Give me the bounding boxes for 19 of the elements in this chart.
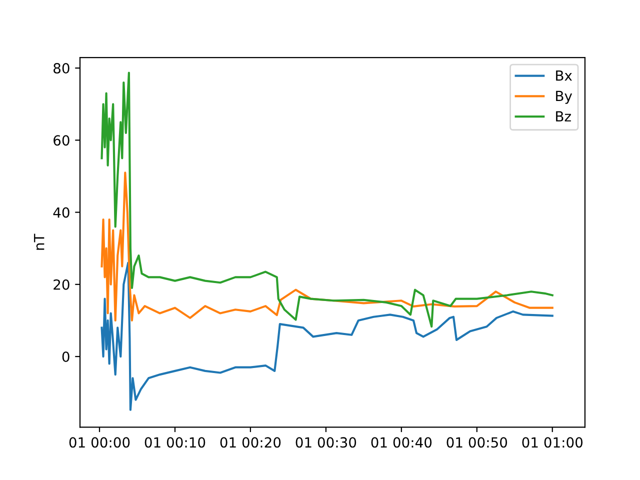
legend-label: By xyxy=(556,90,572,104)
line-series xyxy=(100,172,554,322)
legend-label: Bx xyxy=(556,70,572,81)
legend-label: Bz xyxy=(556,111,571,122)
x-tick-label: 01 00:20 xyxy=(220,437,281,448)
line-series xyxy=(100,72,554,328)
x-tick-label: 01 00:40 xyxy=(371,437,432,448)
x-tick-label: 01 01:00 xyxy=(522,437,583,448)
y-axis-title: nT xyxy=(34,234,44,250)
y-tick-label: 0 xyxy=(62,351,70,362)
x-tick-label: 01 00:30 xyxy=(296,437,356,448)
x-tick-label: 01 00:10 xyxy=(144,437,206,448)
y-tick-label: 20 xyxy=(54,279,70,290)
y-tick-label: 60 xyxy=(54,135,70,146)
x-tick-label: 01 00:00 xyxy=(69,437,130,448)
y-tick-label: 80 xyxy=(54,63,70,74)
y-tick-label: 40 xyxy=(53,207,70,218)
x-tick-label: 01 00:50 xyxy=(446,437,508,448)
line-series xyxy=(100,262,554,411)
